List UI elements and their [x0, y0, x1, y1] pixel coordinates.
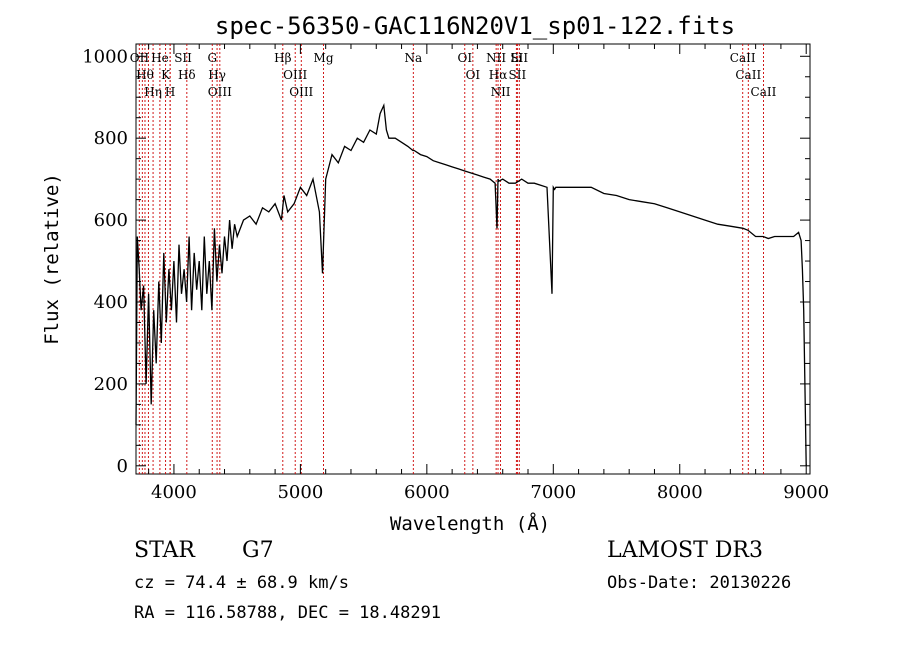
line-label: OIII	[289, 85, 313, 99]
x-tick-label: 6000	[404, 482, 450, 503]
line-label: He	[151, 51, 169, 65]
line-label: NII	[486, 51, 506, 65]
line-label: K	[161, 68, 171, 82]
line-label: OIII	[283, 68, 307, 82]
line-label: OIII	[208, 85, 232, 99]
y-tick-label: 0	[117, 456, 128, 477]
y-tick-label: 1000	[82, 46, 128, 67]
line-label: Li	[510, 51, 522, 65]
spectral-line-markers	[138, 44, 764, 474]
line-label: CaII	[730, 51, 756, 65]
y-tick-label: 800	[94, 128, 128, 149]
spectrum-series-line	[135, 102, 807, 466]
x-tick-label: 7000	[530, 482, 576, 503]
y-tick-label: 600	[94, 210, 128, 231]
axis-ticks	[136, 44, 810, 474]
line-label: NII	[491, 85, 511, 99]
line-label: G	[207, 51, 217, 65]
y-tick-label: 200	[94, 374, 128, 395]
y-tick-label: 400	[94, 292, 128, 313]
x-tick-label: 4000	[151, 482, 197, 503]
line-label: Hδ	[178, 68, 196, 82]
line-label: Hα	[489, 68, 508, 82]
survey-name: LAMOST DR3	[607, 538, 763, 563]
y-axis-label: Flux (relative)	[41, 173, 63, 345]
line-label: Hγ	[208, 68, 226, 82]
line-label: SII	[509, 68, 527, 82]
line-label: Mg	[314, 51, 334, 65]
line-label: H	[165, 85, 175, 99]
line-label: CaII	[735, 68, 761, 82]
spectral-class: STAR	[134, 538, 195, 563]
ra-dec: RA = 116.58788, DEC = 18.48291	[134, 603, 442, 623]
x-tick-label: 9000	[783, 482, 829, 503]
line-label: Hθ	[136, 68, 154, 82]
observation-date: Obs-Date: 20130226	[607, 573, 792, 593]
x-tick-label: 5000	[277, 482, 323, 503]
line-label: OI	[466, 68, 481, 82]
line-label: Hη	[144, 85, 162, 99]
line-label: OII	[130, 51, 150, 65]
line-label: Hβ	[274, 51, 291, 65]
redshift-cz: cz = 74.4 ± 68.9 km/s	[134, 573, 349, 593]
spectral-line-labels: OII Hθ Hη He KH SII Hδ G Hγ OIII Hβ OIII OIII Mg Na OI O…	[130, 51, 777, 99]
spectral-subclass: G7	[242, 538, 274, 563]
line-label: CaII	[751, 85, 777, 99]
chart-title: spec-56350-GAC116N20V1_sp01-122.fits	[215, 12, 735, 40]
line-label: SII	[510, 51, 528, 65]
axis-tick-labels: 4000 5000 6000 7000 8000 9000 0 200 400 600 800 100…	[82, 46, 829, 503]
x-axis-label: Wavelength (Å)	[390, 512, 550, 535]
line-label: Na	[404, 51, 422, 65]
line-label: OI	[457, 51, 472, 65]
line-label: SII	[174, 51, 192, 65]
x-tick-label: 8000	[657, 482, 703, 503]
